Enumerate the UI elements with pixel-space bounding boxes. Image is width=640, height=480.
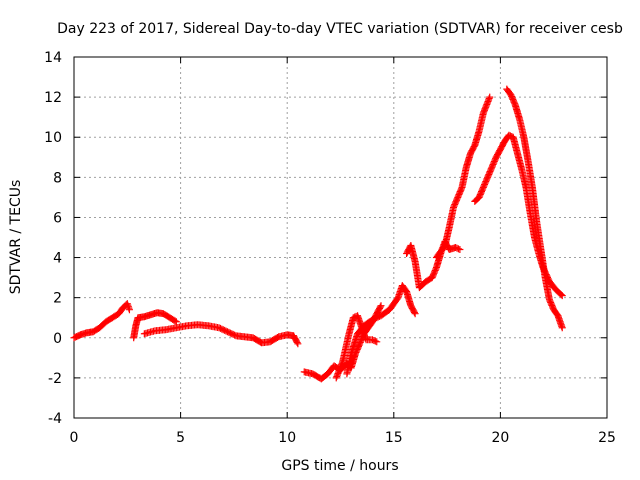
plot-frame (73, 56, 608, 419)
grid-lines (74, 57, 607, 418)
data-point (293, 338, 301, 346)
data-point (294, 340, 302, 348)
y-tick-label: 0 (53, 331, 62, 347)
x-tick-label: 0 (70, 430, 79, 446)
y-tick-label: 10 (44, 130, 62, 146)
x-tick-label: 25 (598, 430, 616, 446)
data-segment (503, 85, 566, 332)
data-segment (471, 131, 566, 300)
y-tick-label: 2 (53, 291, 62, 307)
y-tick-label: 6 (53, 210, 62, 226)
data-segment (130, 309, 180, 342)
data-point (486, 93, 494, 101)
data-point (411, 310, 419, 318)
data-point (558, 292, 566, 300)
data-point (371, 337, 379, 345)
data-segment (403, 238, 464, 292)
data-point (558, 324, 566, 332)
x-tick-label: 10 (278, 430, 296, 446)
data-segment (70, 300, 133, 342)
y-tick-label: 14 (44, 50, 62, 66)
data-point (376, 303, 384, 311)
y-tick-label: 4 (53, 251, 62, 267)
data-point (410, 308, 418, 316)
data-point (172, 318, 180, 326)
y-tick-label: -4 (48, 411, 62, 427)
y-tick-label: 8 (53, 170, 62, 186)
data-point (125, 306, 133, 314)
data-segment (140, 321, 302, 348)
data-point (456, 246, 464, 254)
y-tick-labels: -4 -2 0 2 4 6 8 10 12 14 (44, 50, 62, 427)
x-tick-label: 5 (176, 430, 185, 446)
data-point (454, 245, 462, 253)
y-axis-label: SDTVAR / TECUs (8, 180, 24, 295)
data-point (377, 302, 385, 310)
x-tick-label: 15 (385, 430, 403, 446)
data-segment (343, 282, 419, 378)
data-points (70, 85, 566, 383)
data-point (457, 185, 465, 193)
data-point (373, 338, 381, 346)
chart-title: Day 223 of 2017, Sidereal Day-to-day VTE… (57, 21, 623, 37)
x-tick-labels: 0 5 10 15 20 25 (70, 430, 616, 446)
data-point (171, 317, 179, 325)
data-segment (432, 93, 494, 262)
x-axis-label: GPS time / hours (281, 458, 398, 474)
y-tick-label: -2 (48, 371, 62, 387)
x-tick-label: 20 (491, 430, 509, 446)
data-point (557, 291, 565, 299)
data-segment (332, 312, 381, 382)
y-tick-label: 12 (44, 90, 62, 106)
